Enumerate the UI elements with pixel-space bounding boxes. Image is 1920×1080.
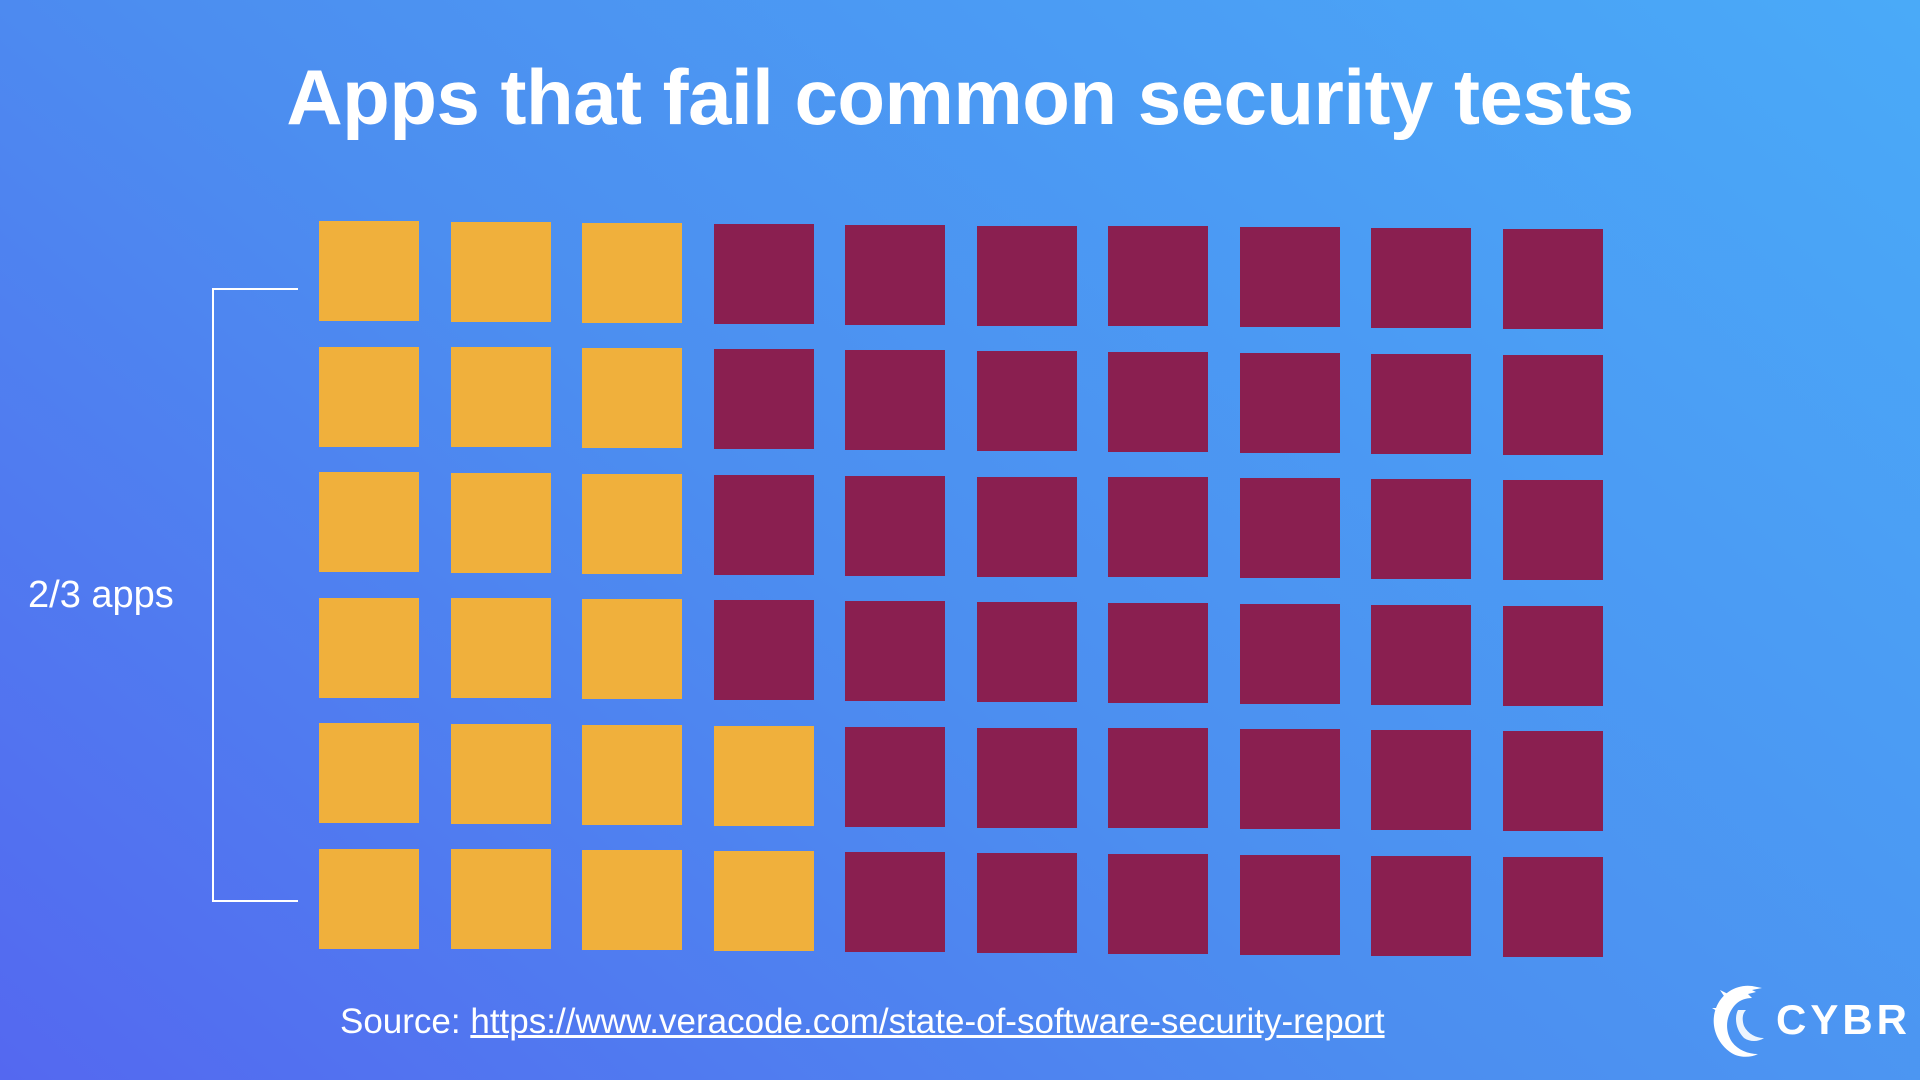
waffle-square-fail [713,725,814,826]
waffle-square-other [1108,728,1208,829]
waffle-square-other [1371,855,1471,956]
source-link[interactable]: https://www.veracode.com/state-of-softwa… [470,1002,1385,1041]
waffle-square-other [976,853,1077,953]
source-prefix: Source: [340,1002,471,1041]
waffle-square-other [1502,480,1603,581]
waffle-square-fail [450,347,551,448]
waffle-square-other [1239,603,1340,704]
cybr-dragon-logo-icon [1712,985,1764,1057]
waffle-square-other [1371,479,1471,580]
waffle-square-fail [582,724,682,825]
waffle-square-fail [319,848,419,949]
waffle-square-other [1371,604,1471,705]
waffle-square-fail [582,473,682,574]
waffle-square-other [845,852,945,953]
waffle-square-fail [582,348,682,449]
waffle-square-fail [319,221,419,321]
waffle-square-other [976,476,1077,577]
brand-name: CYBR [1776,996,1912,1043]
waffle-square-other [845,224,945,325]
waffle-square-other [845,601,945,702]
waffle-square-other [1371,353,1471,454]
waffle-square-other [1239,729,1340,830]
waffle-square-fail [450,472,551,573]
waffle-square-other [1108,351,1208,452]
waffle-square-fail [450,723,551,824]
waffle-square-other [1108,477,1208,578]
waffle-square-fail [713,851,814,952]
waffle-square-other [1502,605,1603,706]
waffle-square-fail [450,221,551,322]
waffle-square-fail [319,346,419,447]
page-title: Apps that fail common security tests [286,53,1634,141]
waffle-square-fail [319,472,419,572]
waffle-square-fail [582,222,682,323]
waffle-square-other [1371,730,1471,831]
waffle-square-other [713,349,814,450]
waffle-square-other [976,225,1077,326]
waffle-square-other [1108,853,1208,954]
waffle-square-other [713,223,814,324]
bracket-label: 2/3 apps [28,574,174,616]
waffle-square-other [1239,227,1340,328]
brand-logo: CYBR [1708,980,1911,1060]
waffle-square-other [1502,354,1603,455]
waffle-square-other [1239,478,1340,579]
waffle-square-other [1502,731,1603,832]
waffle-square-other [845,350,945,451]
waffle-square-other [976,602,1077,702]
waffle-square-other [1108,226,1208,327]
waffle-square-fail [582,599,682,700]
waffle-square-other [1239,854,1340,955]
waffle-square-other [713,600,814,701]
waffle-square-other [1502,229,1603,330]
waffle-square-other [845,475,945,576]
waffle-square-fail [450,598,551,699]
waffle-square-fail [582,850,682,951]
waffle-square-other [1502,856,1603,957]
waffle-square-fail [450,849,551,950]
waffle-square-other [845,726,945,827]
waffle-square-other [1239,352,1340,453]
waffle-square-other [976,727,1077,828]
waffle-square-other [713,474,814,575]
waffle-square-other [976,351,1077,451]
waffle-square-fail [319,723,419,823]
waffle-square-fail [319,597,419,698]
waffle-square-other [1108,602,1208,703]
source-line: Source: https://www.veracode.com/state-o… [340,1002,1385,1042]
waffle-square-other [1371,228,1471,329]
two-thirds-bracket [212,288,298,902]
